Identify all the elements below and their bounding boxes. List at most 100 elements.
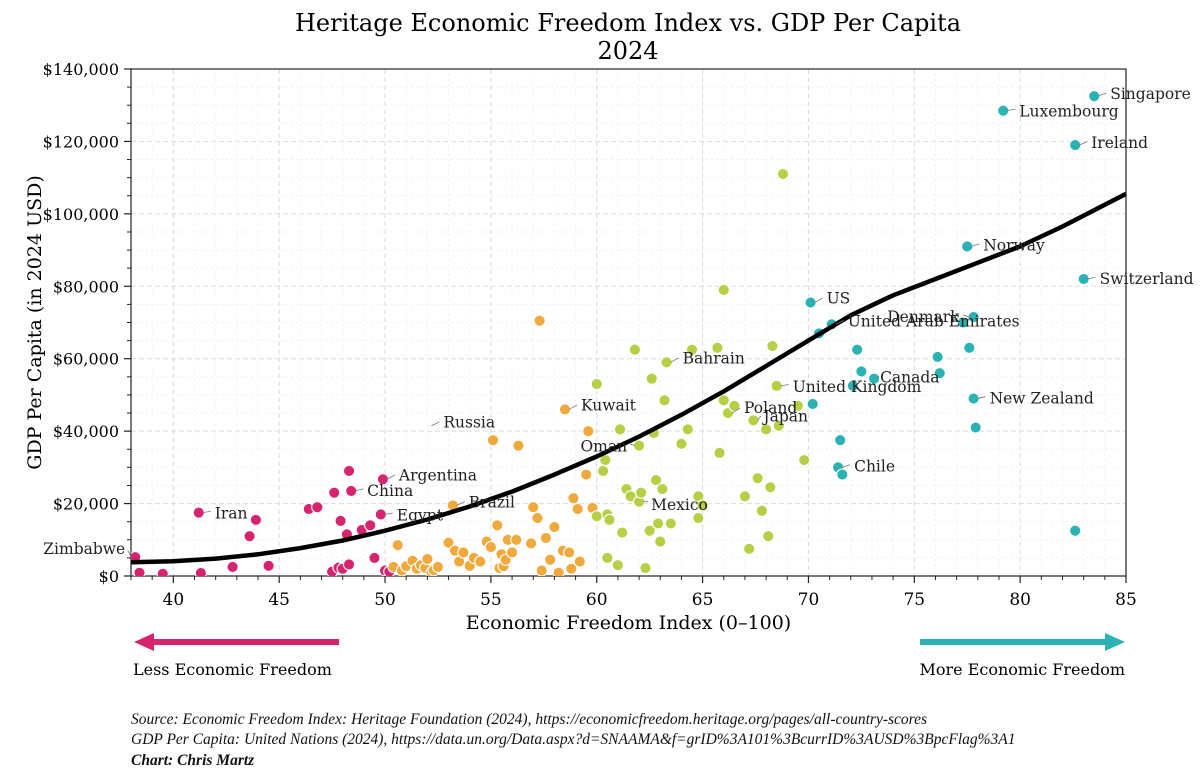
- data-point: [1069, 524, 1082, 537]
- data-point: [328, 486, 341, 499]
- data-point: [567, 491, 580, 505]
- data-point: [615, 526, 629, 539]
- data-point: [596, 464, 610, 478]
- data-point: [262, 559, 275, 573]
- right-arrow-head: [1105, 633, 1125, 651]
- data-point: [759, 423, 773, 436]
- data-point: [658, 394, 671, 407]
- data-point: [645, 372, 658, 385]
- label-leader: [670, 357, 679, 363]
- country-label: Kuwait: [581, 396, 637, 414]
- y-tick-label: $140,000: [43, 60, 119, 79]
- data-point: [156, 567, 169, 576]
- data-point: [717, 394, 730, 407]
- source-line-2: GDP Per Capita: United Nations (2024), h…: [131, 731, 1016, 748]
- label-leader: [202, 510, 211, 514]
- data-point: [643, 524, 656, 537]
- label-leader: [971, 243, 980, 247]
- label-leader: [1007, 108, 1016, 112]
- country-label: United Arab Emirates: [848, 312, 1020, 330]
- data-point: [776, 167, 790, 181]
- data-point: [249, 513, 263, 527]
- country-label: Mexico: [651, 496, 708, 514]
- data-point: [563, 546, 576, 559]
- y-tick-label: $80,000: [53, 277, 119, 296]
- data-point: [961, 240, 974, 253]
- data-point: [226, 560, 239, 574]
- data-point: [364, 519, 377, 532]
- y-tick-label: $20,000: [53, 495, 119, 514]
- data-point: [728, 399, 741, 412]
- y-tick-label: $120,000: [43, 132, 119, 151]
- data-point: [391, 539, 404, 552]
- country-label: Egypt: [397, 506, 444, 524]
- data-point: [192, 506, 205, 519]
- country-label: China: [367, 482, 413, 500]
- data-point: [342, 464, 356, 478]
- data-point: [713, 446, 726, 460]
- label-leader: [1087, 276, 1096, 280]
- data-point: [491, 519, 504, 532]
- data-point: [484, 540, 498, 554]
- data-point: [311, 501, 324, 514]
- label-leader: [877, 375, 879, 379]
- data-point: [603, 513, 616, 527]
- data-point: [764, 481, 777, 494]
- data-point: [656, 482, 669, 496]
- chart-subtitle: 2024: [597, 37, 658, 65]
- data-point: [342, 558, 356, 571]
- data-point: [558, 403, 572, 416]
- data-point: [632, 439, 646, 452]
- data-point: [524, 537, 538, 550]
- x-tick-label: 85: [1115, 590, 1137, 610]
- data-point: [544, 553, 557, 566]
- data-point: [345, 484, 358, 498]
- x-tick-label: 55: [480, 590, 502, 610]
- data-point: [590, 377, 603, 391]
- label-leader: [1079, 141, 1088, 146]
- country-label: Ireland: [1091, 134, 1148, 152]
- data-point: [743, 542, 756, 555]
- country-label: Oman: [580, 438, 627, 456]
- label-leader: [1098, 92, 1107, 97]
- country-label: Japan: [761, 407, 808, 425]
- label-leader: [731, 407, 741, 414]
- data-point: [738, 490, 752, 503]
- data-point: [635, 486, 648, 499]
- trend-line: [131, 191, 1126, 565]
- data-point: [931, 350, 944, 364]
- label-leader: [780, 384, 789, 387]
- y-tick-label: $0: [99, 567, 119, 586]
- data-point: [855, 365, 868, 378]
- y-axis-label: GDP Per Capita (in 2024 USD): [24, 175, 46, 469]
- data-point: [791, 399, 805, 412]
- country-label: Bahrain: [683, 349, 745, 367]
- data-point: [770, 379, 783, 393]
- data-point: [681, 423, 694, 436]
- data-point: [846, 379, 860, 393]
- scatter-chart: Heritage Economic Freedom Index vs. GDP …: [24, 9, 1194, 679]
- country-label: Singapore: [1110, 85, 1191, 103]
- data-point: [527, 501, 540, 514]
- data-point: [571, 502, 584, 516]
- data-point: [552, 566, 565, 576]
- data-point: [512, 439, 525, 452]
- label-leader: [568, 404, 578, 410]
- data-point: [535, 564, 548, 576]
- data-point: [651, 517, 665, 530]
- source-line-1: Source: Economic Freedom Index: Heritage…: [131, 711, 928, 728]
- data-point: [850, 343, 864, 356]
- label-leader: [814, 297, 823, 303]
- x-tick-label: 65: [692, 590, 714, 610]
- data-point: [956, 316, 970, 329]
- label-leader: [431, 421, 440, 427]
- data-point: [1088, 90, 1101, 103]
- x-tick-label: 40: [163, 590, 185, 610]
- country-label: Chile: [854, 457, 895, 475]
- data-point: [933, 367, 946, 380]
- x-axis-label: Economic Freedom Index (0–100): [466, 612, 791, 634]
- country-label: Brazil: [469, 493, 515, 511]
- chart-title: Heritage Economic Freedom Index vs. GDP …: [295, 9, 961, 37]
- data-point: [762, 530, 775, 543]
- y-tick-label: $60,000: [53, 350, 119, 369]
